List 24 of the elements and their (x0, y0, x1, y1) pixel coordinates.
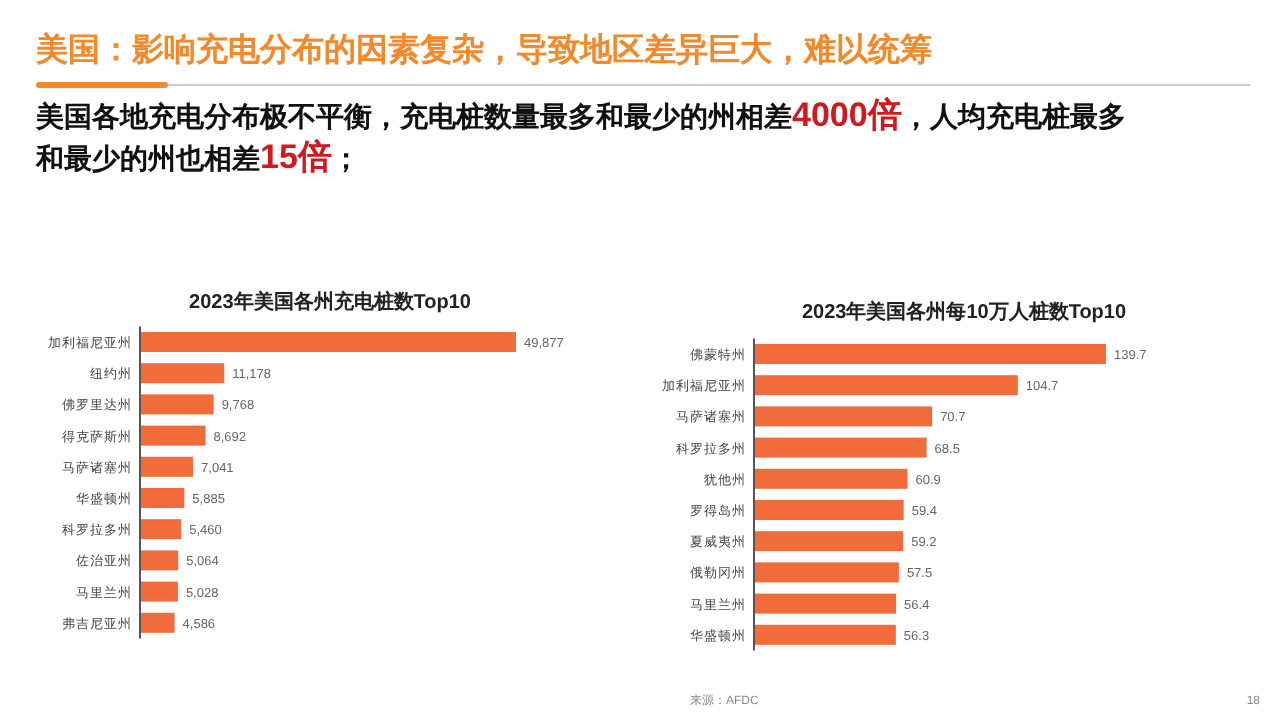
bar (140, 425, 206, 446)
text: 美国：影响充电分布的因素复杂，导致地区差异巨大，难以统筹 (34, 30, 932, 68)
bar (754, 500, 904, 520)
bar (754, 531, 904, 552)
bar (754, 437, 927, 458)
bar (140, 363, 225, 384)
bar (140, 456, 194, 477)
text: 美国各地充电分布极不平衡，充电桩数量最多和最少的州相差4000倍，人均充电桩最多和最少的州也相差15倍； (36, 96, 1126, 176)
bar (140, 612, 175, 633)
bar (754, 406, 933, 427)
bar (754, 593, 897, 614)
bar (754, 624, 896, 645)
bar (140, 488, 185, 508)
bar (140, 550, 179, 571)
chart-title: 2023年美国各州每10万人桩数Top10 (801, 300, 1127, 324)
chart-title: 2023年美国各州充电桩数Top10 (189, 290, 472, 314)
bar (140, 581, 178, 602)
bar (754, 562, 899, 583)
bar (140, 332, 516, 352)
bar (754, 375, 1018, 396)
bar (140, 394, 214, 415)
bar (754, 344, 1106, 364)
bar (754, 468, 908, 489)
bar (140, 519, 182, 540)
